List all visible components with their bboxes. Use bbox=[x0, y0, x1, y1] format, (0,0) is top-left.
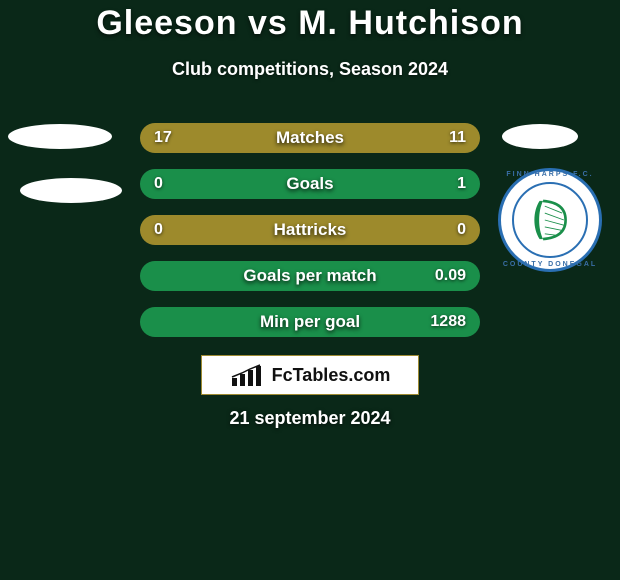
page-title: Gleeson vs M. Hutchison bbox=[0, 4, 620, 43]
stat-row: 0Goals1 bbox=[140, 169, 480, 199]
stat-row: 17Matches11 bbox=[140, 123, 480, 153]
stat-right-value: 1288 bbox=[430, 307, 466, 337]
source-badge: FcTables.com bbox=[201, 355, 419, 395]
subheading: Club competitions, Season 2024 bbox=[0, 59, 620, 80]
stat-label: Matches bbox=[140, 123, 480, 153]
stat-right-value: 0 bbox=[457, 215, 466, 245]
stat-right-value: 1 bbox=[457, 169, 466, 199]
bar-chart-icon bbox=[230, 364, 266, 386]
crest-inner bbox=[512, 182, 588, 258]
left-avatar-placeholder-2 bbox=[20, 178, 122, 203]
stat-label: Hattricks bbox=[140, 215, 480, 245]
right-avatar-placeholder bbox=[502, 124, 578, 149]
comparison-card: Gleeson vs M. Hutchison Club competition… bbox=[0, 0, 620, 580]
left-avatar-placeholder-1 bbox=[8, 124, 112, 149]
stat-label: Goals bbox=[140, 169, 480, 199]
stat-label: Goals per match bbox=[140, 261, 480, 291]
stat-right-value: 11 bbox=[449, 123, 466, 153]
source-badge-text: FcTables.com bbox=[272, 365, 391, 386]
stat-label: Min per goal bbox=[140, 307, 480, 337]
stat-row: Min per goal1288 bbox=[140, 307, 480, 337]
stat-right-value: 0.09 bbox=[435, 261, 466, 291]
stat-row: Goals per match0.09 bbox=[140, 261, 480, 291]
crest-text-top: FINN HARPS F.C. bbox=[498, 171, 602, 178]
crest-text-bottom: COUNTY DONEGAL bbox=[498, 261, 602, 268]
stat-row: 0Hattricks0 bbox=[140, 215, 480, 245]
harp-icon bbox=[524, 194, 576, 246]
date-label: 21 september 2024 bbox=[0, 408, 620, 429]
club-crest: FINN HARPS F.C. COUNTY DONEGAL bbox=[498, 168, 602, 272]
